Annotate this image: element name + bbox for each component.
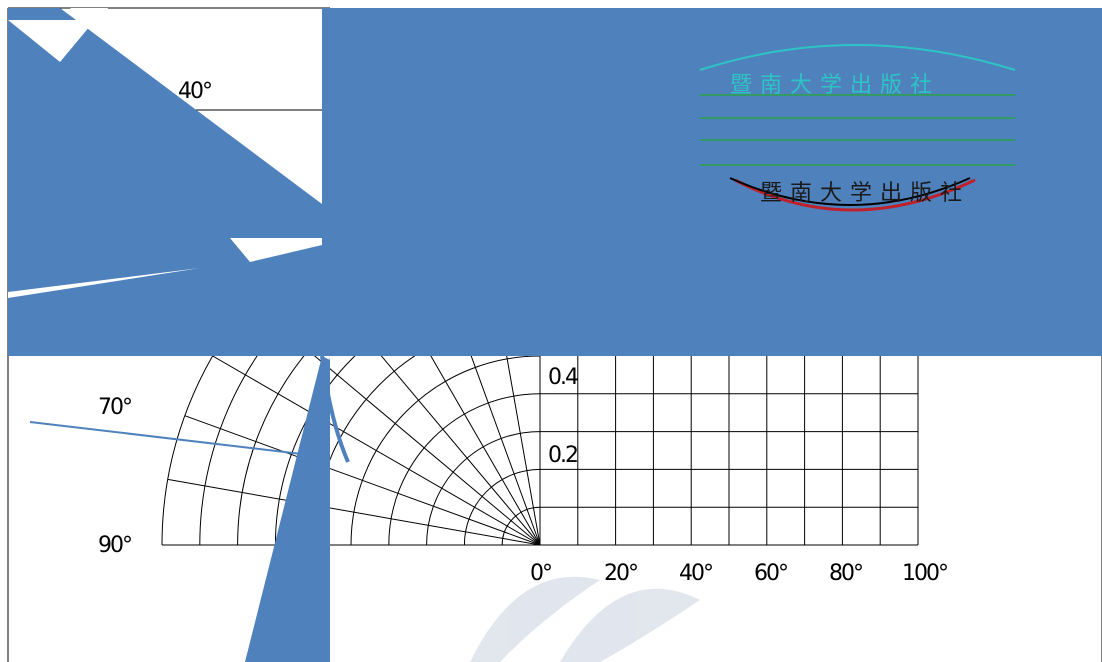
angle-label-40: 40° <box>178 79 211 104</box>
axis-label-60: 60° <box>754 561 787 586</box>
diagram-labels: 40° 70° 90° 0.4 0.2 0° 20° 40° 60° 80° 1… <box>98 79 949 586</box>
watermark-streaks <box>470 576 700 662</box>
polar-spoke <box>167 478 541 546</box>
blue-indicator-line <box>29 421 311 456</box>
axis-label-40: 40° <box>679 561 712 586</box>
overlay-wedge-top <box>8 8 330 240</box>
polar-spoke <box>184 415 541 546</box>
axis-label-20: 20° <box>604 561 637 586</box>
polar-ring <box>199 356 258 546</box>
cutout-top-notch <box>70 8 108 25</box>
cartesian-grid <box>539 356 919 546</box>
publisher-seal: 暨南大学出版社 暨南大学出版社 <box>695 36 1017 212</box>
cutout-top-triangle <box>8 20 95 62</box>
polar-ring <box>161 356 214 546</box>
seal-bottom-text: 暨南大学出版社 <box>760 181 970 206</box>
cutout-mid <box>230 238 322 262</box>
cutout-sliver <box>8 268 200 298</box>
polar-spoke <box>212 356 541 546</box>
polar-ring <box>350 356 541 546</box>
seal-top-text: 暨南大学出版社 <box>730 73 940 98</box>
radial-label-0-2: 0.2 <box>548 443 577 468</box>
polar-ring <box>463 468 541 546</box>
polar-ring <box>237 356 305 546</box>
overlay-rect-left <box>8 240 322 356</box>
polar-ring <box>388 393 541 546</box>
polar-spoke <box>470 356 541 546</box>
axis-label-100: 100° <box>902 561 947 586</box>
blue-curve <box>320 355 350 463</box>
radial-label-0-4: 0.4 <box>548 365 578 390</box>
angle-label-70: 70° <box>98 395 131 420</box>
axis-label-80: 80° <box>829 561 862 586</box>
polar-ring <box>426 431 541 546</box>
overlay-cutouts <box>8 8 322 298</box>
polar-spoke <box>380 356 541 546</box>
polar-ring <box>274 356 356 546</box>
overlay-spike-bottom <box>245 356 330 662</box>
polar-spoke <box>313 356 541 546</box>
polar-spoke <box>506 356 541 546</box>
polar-spoke <box>430 356 541 546</box>
angle-label-90: 90° <box>98 533 131 558</box>
axis-label-0: 0° <box>530 561 551 586</box>
